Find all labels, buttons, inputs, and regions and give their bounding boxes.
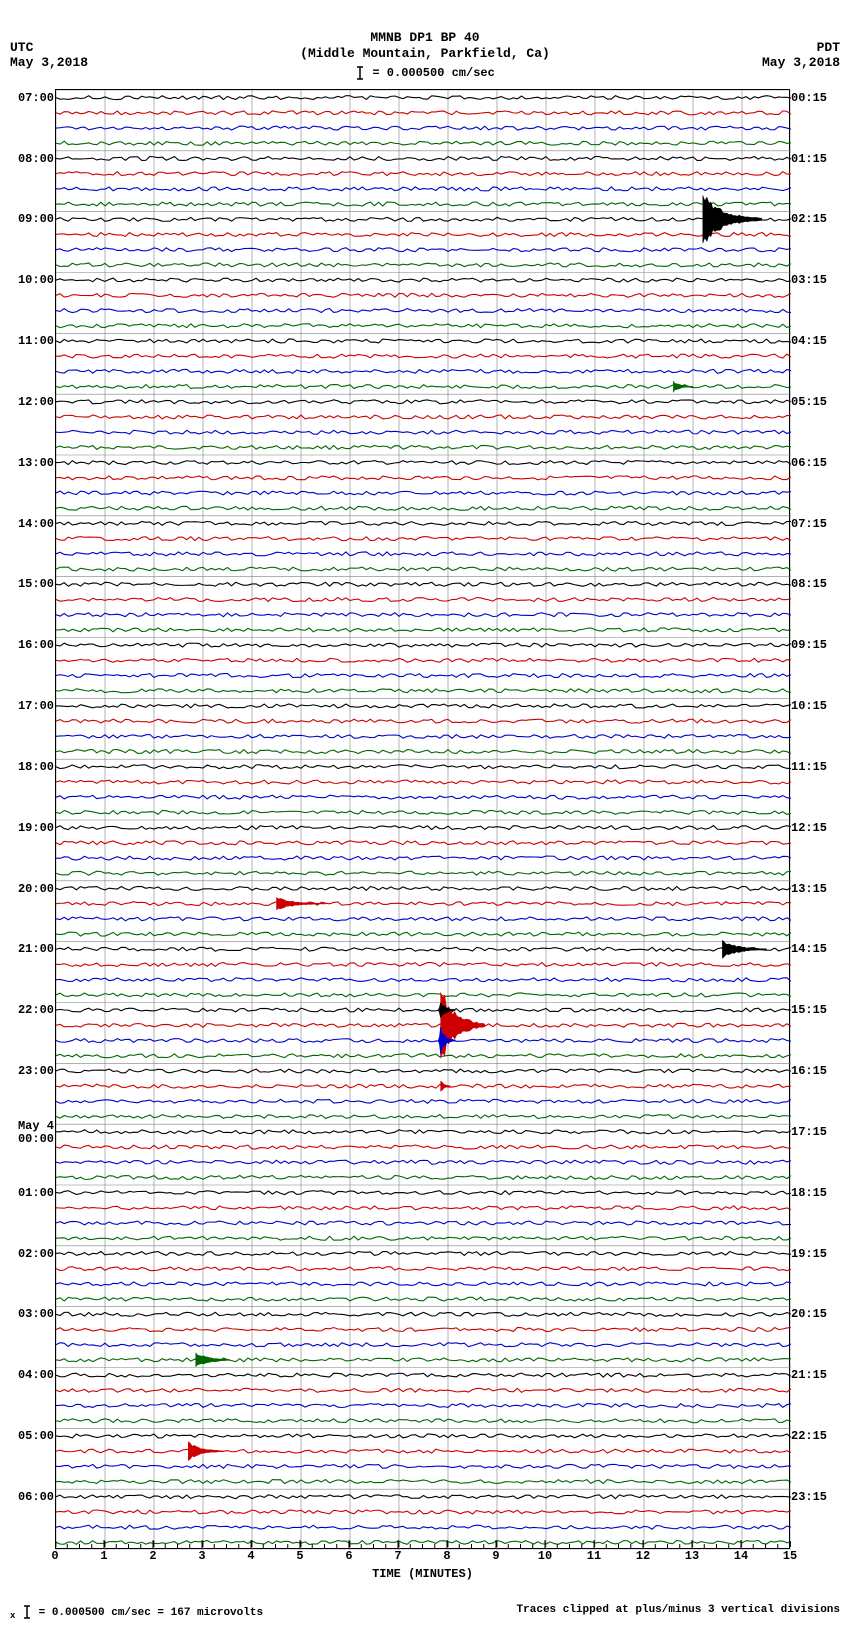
time-label: 15:15 — [791, 1004, 839, 1016]
time-label: 04:15 — [791, 335, 839, 347]
chart-title: MMNB DP1 BP 40 (Middle Mountain, Parkfie… — [0, 0, 850, 61]
x-tick: 5 — [296, 1549, 303, 1563]
scale-text: = 0.000500 cm/sec — [365, 66, 495, 80]
time-label: 06:15 — [791, 457, 839, 469]
time-label: 03:00 — [4, 1308, 54, 1320]
station-name: (Middle Mountain, Parkfield, Ca) — [0, 46, 850, 62]
x-axis: TIME (MINUTES) 0123456789101112131415 — [55, 1549, 790, 1589]
time-label: 07:00 — [4, 92, 54, 104]
x-tick: 9 — [492, 1549, 499, 1563]
utc-time-labels: 07:00 08:00 09:00 10:00 11:00 12:00 13:00 14:00… — [4, 90, 54, 1548]
time-label: 01:15 — [791, 153, 839, 165]
time-label: 12:15 — [791, 822, 839, 834]
date-left-label: May 3,2018 — [10, 55, 88, 70]
time-label: 13:00 — [4, 457, 54, 469]
seismogram-container: UTC May 3,2018 PDT May 3,2018 MMNB DP1 B… — [0, 0, 850, 1624]
scale-bar-icon — [355, 65, 365, 81]
x-axis-title: TIME (MINUTES) — [55, 1567, 790, 1581]
time-label: 03:15 — [791, 274, 839, 286]
time-label: 00:15 — [791, 92, 839, 104]
time-label: 01:00 — [4, 1187, 54, 1199]
time-label: 22:00 — [4, 1004, 54, 1016]
footer-scale-text: = 0.000500 cm/sec = — [32, 1607, 171, 1619]
time-label: 09:15 — [791, 639, 839, 651]
footer: x = 0.000500 cm/sec = 167 microvolts Tra… — [10, 1604, 840, 1624]
x-tick: 0 — [51, 1549, 58, 1563]
tz-left-label: UTC — [10, 40, 88, 55]
x-tick: 7 — [394, 1549, 401, 1563]
time-label: 10:00 — [4, 274, 54, 286]
x-tick: 3 — [198, 1549, 205, 1563]
time-label: 11:00 — [4, 335, 54, 347]
time-label: 02:00 — [4, 1248, 54, 1260]
time-label: 14:15 — [791, 943, 839, 955]
time-label: 18:15 — [791, 1187, 839, 1199]
time-label: May 4 — [4, 1120, 54, 1132]
x-tick: 1 — [100, 1549, 107, 1563]
time-label: 07:15 — [791, 518, 839, 530]
time-label: 16:15 — [791, 1065, 839, 1077]
x-tick: 8 — [443, 1549, 450, 1563]
time-label: 05:00 — [4, 1430, 54, 1442]
station-code: MMNB DP1 BP 40 — [0, 30, 850, 46]
seismogram-svg — [56, 90, 791, 1550]
x-tick: 4 — [247, 1549, 254, 1563]
time-label: 11:15 — [791, 761, 839, 773]
date-right-label: May 3,2018 — [762, 55, 840, 70]
time-label: 23:00 — [4, 1065, 54, 1077]
time-label: 17:00 — [4, 700, 54, 712]
x-tick: 13 — [685, 1549, 699, 1563]
time-label: 18:00 — [4, 761, 54, 773]
time-label: 10:15 — [791, 700, 839, 712]
time-label: 13:15 — [791, 883, 839, 895]
time-label: 20:15 — [791, 1308, 839, 1320]
header-left: UTC May 3,2018 — [10, 40, 88, 70]
header-right: PDT May 3,2018 — [762, 40, 840, 70]
time-label: 21:00 — [4, 943, 54, 955]
footer-scale-bar-icon — [22, 1604, 32, 1620]
time-label: 00:00 — [4, 1133, 54, 1145]
time-label: 21:15 — [791, 1369, 839, 1381]
time-label: 19:00 — [4, 822, 54, 834]
time-label: 19:15 — [791, 1248, 839, 1260]
time-label: 02:15 — [791, 213, 839, 225]
time-label: 16:00 — [4, 639, 54, 651]
time-label: 23:15 — [791, 1491, 839, 1503]
time-label: 12:00 — [4, 396, 54, 408]
time-label: 08:00 — [4, 153, 54, 165]
time-label: 05:15 — [791, 396, 839, 408]
x-tick: 6 — [345, 1549, 352, 1563]
time-label: 04:00 — [4, 1369, 54, 1381]
footer-microvolts: 167 microvolts — [171, 1607, 263, 1619]
time-label: 08:15 — [791, 578, 839, 590]
x-tick: 14 — [734, 1549, 748, 1563]
time-label: 14:00 — [4, 518, 54, 530]
time-label: 22:15 — [791, 1430, 839, 1442]
time-label: 06:00 — [4, 1491, 54, 1503]
time-label: 17:15 — [791, 1126, 839, 1138]
time-label: 15:00 — [4, 578, 54, 590]
x-tick: 11 — [587, 1549, 601, 1563]
footer-clip-note: Traces clipped at plus/minus 3 vertical … — [517, 1604, 840, 1616]
x-tick: 12 — [636, 1549, 650, 1563]
time-label: 09:00 — [4, 213, 54, 225]
seismogram-plot: 07:0008:0009:0010:0011:0012:0013:0014:00… — [55, 89, 790, 1549]
x-tick: 2 — [149, 1549, 156, 1563]
x-tick: 10 — [538, 1549, 552, 1563]
tz-right-label: PDT — [762, 40, 840, 55]
time-label: 20:00 — [4, 883, 54, 895]
x-tick: 15 — [783, 1549, 797, 1563]
pdt-time-labels: 00:15 01:15 02:15 03:15 04:15 05:15 06:15 07:15… — [791, 90, 839, 1548]
scale-indicator: = 0.000500 cm/sec — [0, 61, 850, 89]
